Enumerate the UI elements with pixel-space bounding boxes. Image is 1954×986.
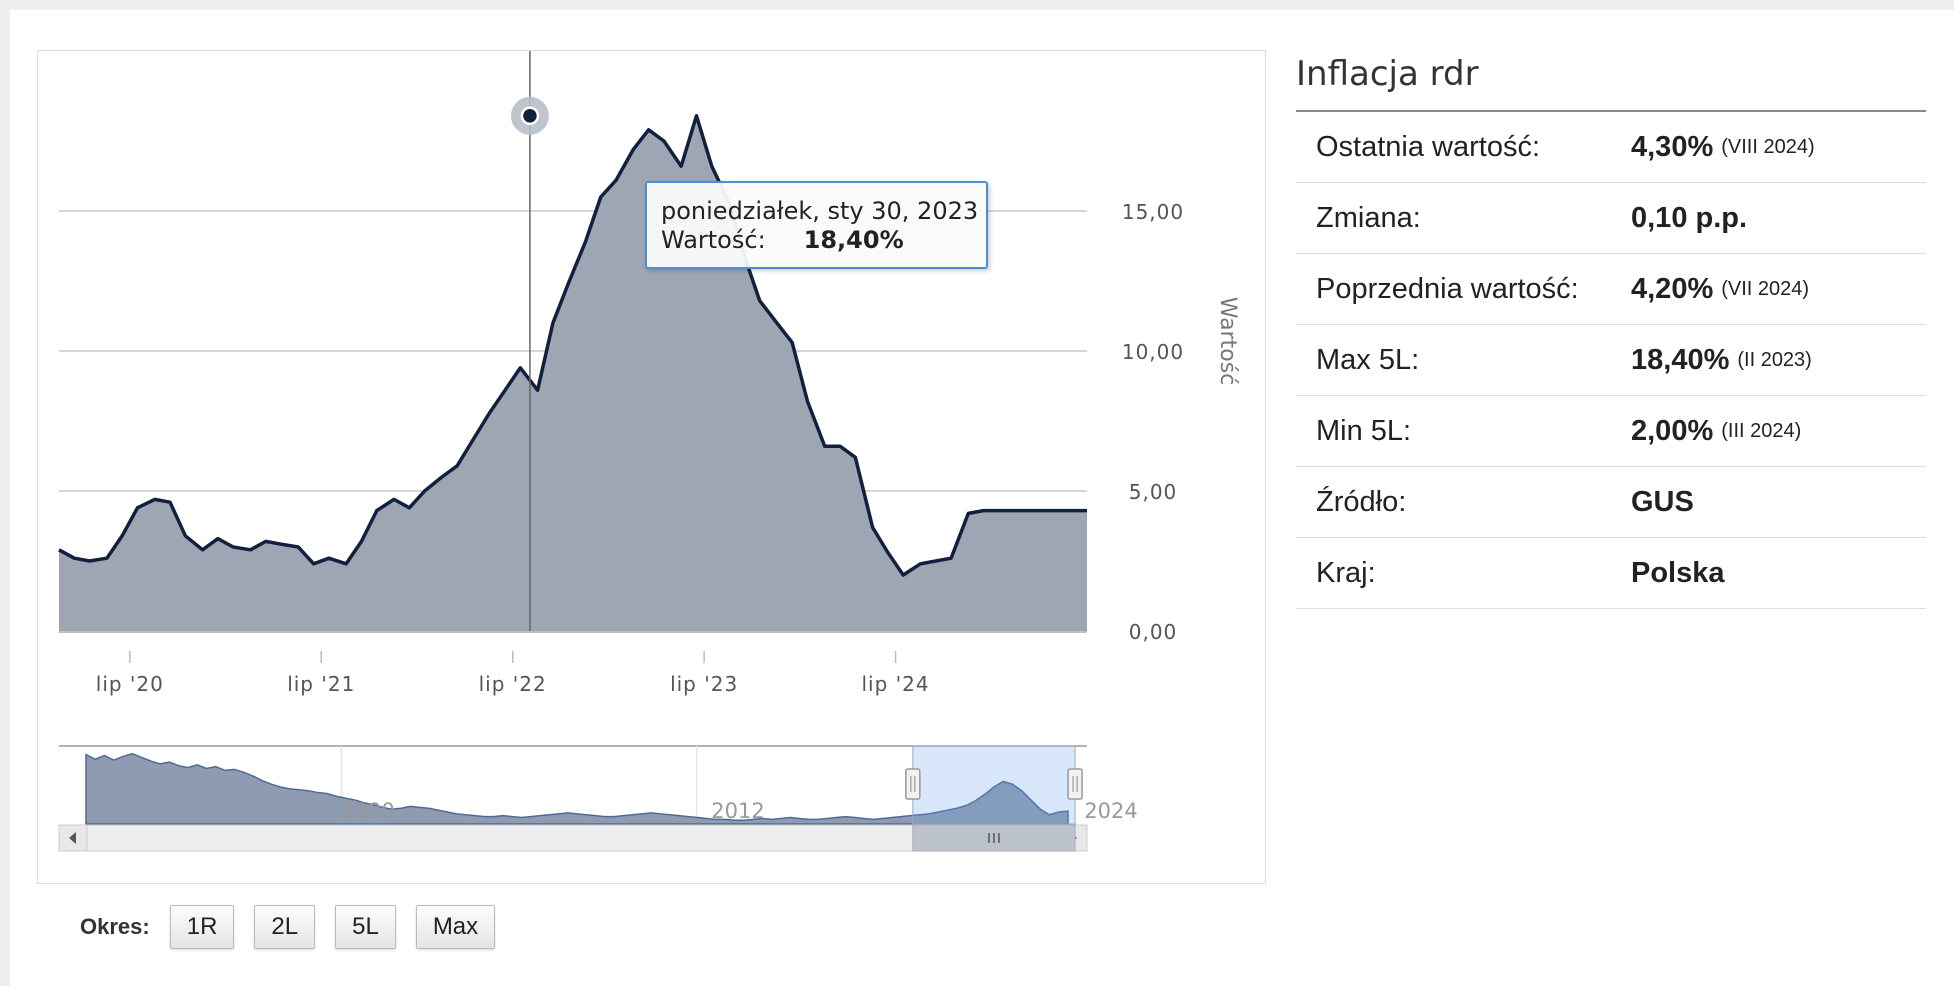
info-row-country: Kraj: Polska — [1296, 538, 1926, 609]
info-period: (III 2024) — [1721, 419, 1802, 442]
y-tick-label: 10,00 — [1122, 340, 1184, 364]
info-row-source: Źródło: GUS — [1296, 467, 1926, 538]
series-line — [58, 114, 1087, 577]
info-label: Źródło: — [1316, 485, 1407, 518]
x-tick-label: lip '20 — [96, 672, 164, 696]
info-row-previous-value: Poprzednia wartość: 4,20% (VII 2024) — [1296, 254, 1926, 325]
y-tick-label: 5,00 — [1129, 480, 1178, 504]
info-label: Min 5L: — [1316, 414, 1412, 447]
period-2l-button[interactable]: 2L — [254, 905, 316, 949]
tooltip-label: Wartość: — [661, 226, 766, 254]
scroll-left-icon — [69, 832, 76, 844]
x-tick-label: lip '22 — [479, 672, 547, 696]
info-value: 2,00% — [1631, 414, 1714, 447]
y-tick-label: 15,00 — [1122, 200, 1184, 224]
navigator-label: 2024 — [1084, 799, 1137, 823]
info-panel: Inflacja rdr Ostatnia wartość: 4,30% (VI… — [1296, 50, 1926, 609]
tooltip-date: poniedziałek, sty 30, 2023 — [661, 197, 979, 225]
info-title: Inflacja rdr — [1296, 50, 1926, 112]
info-row-min-5l: Min 5L: 2,00% (III 2024) — [1296, 396, 1926, 467]
navigator-handle[interactable] — [905, 768, 921, 800]
navigator-label: 2000 — [341, 799, 394, 823]
period-max-button[interactable]: Max — [415, 905, 496, 949]
y-axis-title: Wartość — [1215, 297, 1240, 386]
info-value: 18,40% — [1631, 343, 1730, 376]
navigator-label: 2012 — [711, 799, 764, 823]
info-label: Ostatnia wartość: — [1316, 130, 1541, 163]
info-value: 4,20% — [1631, 272, 1714, 305]
info-row-change: Zmiana: 0,10 p.p. — [1296, 183, 1926, 254]
period-label: Okres: — [80, 914, 150, 939]
info-label: Max 5L: — [1316, 343, 1420, 376]
info-period: (II 2023) — [1737, 348, 1812, 371]
info-label: Poprzednia wartość: — [1316, 272, 1579, 305]
period-1r-button[interactable]: 1R — [169, 905, 235, 949]
x-tick-label: lip '23 — [670, 672, 738, 696]
info-period: (VII 2024) — [1721, 277, 1810, 300]
x-tick-label: lip '24 — [862, 672, 930, 696]
chart-tooltip: poniedziałek, sty 30, 2023 Wartość: 18,40… — [645, 181, 988, 269]
info-label: Zmiana: — [1316, 201, 1421, 234]
hover-point — [520, 106, 540, 126]
navigator-series — [85, 752, 1069, 825]
chart-panel: 0,00 5,00 10,00 15,00 Wartość lip '20 lip '21 l… — [37, 50, 1266, 884]
inflation-chart[interactable]: 0,00 5,00 10,00 15,00 Wartość lip '20 lip '21 l… — [38, 51, 1265, 883]
period-selector: Okres: 1R 2L 5L Max — [80, 905, 515, 949]
info-value: 4,30% — [1631, 130, 1714, 163]
info-value: GUS — [1631, 485, 1694, 518]
period-5l-button[interactable]: 5L — [335, 905, 396, 949]
info-value: 0,10 p.p. — [1631, 201, 1748, 234]
info-value: Polska — [1631, 556, 1725, 589]
info-label: Kraj: — [1316, 556, 1376, 589]
y-tick-label: 0,00 — [1129, 620, 1178, 644]
info-row-max-5l: Max 5L: 18,40% (II 2023) — [1296, 325, 1926, 396]
tooltip-value: 18,40% — [803, 226, 904, 254]
series-area — [59, 115, 1087, 632]
navigator-handle[interactable] — [1067, 768, 1083, 800]
navigator-selection — [912, 745, 1076, 825]
info-row-last-value: Ostatnia wartość: 4,30% (VIII 2024) — [1296, 112, 1926, 183]
x-tick-label: lip '21 — [287, 672, 355, 696]
info-period: (VIII 2024) — [1721, 135, 1815, 158]
